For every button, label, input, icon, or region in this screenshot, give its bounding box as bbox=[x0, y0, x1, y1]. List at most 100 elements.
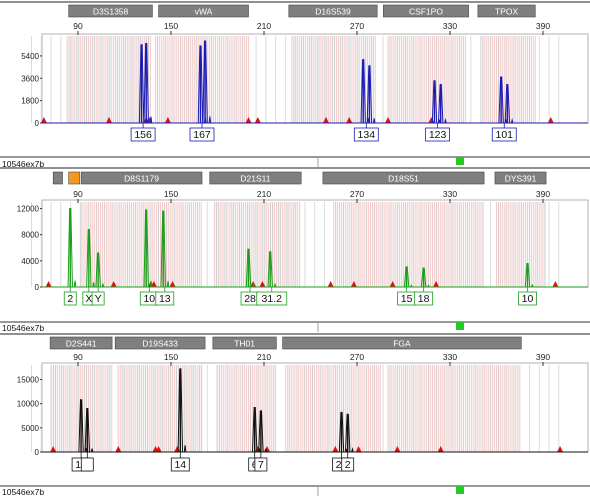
locus-label: D16S539 bbox=[315, 7, 351, 17]
allele-call[interactable] bbox=[80, 452, 94, 472]
locus-marker[interactable] bbox=[477, 4, 536, 18]
allele-call-box[interactable] bbox=[254, 457, 268, 472]
allele-call-label: 123 bbox=[429, 129, 447, 141]
allele-bins bbox=[31, 36, 560, 123]
allele-call[interactable]: 31.2 bbox=[256, 287, 288, 306]
y-tick-label: 5000 bbox=[21, 424, 39, 433]
trace bbox=[42, 208, 588, 288]
size-marker-triangle bbox=[389, 281, 396, 287]
allele-call-label: 10 bbox=[522, 293, 534, 305]
allele-call[interactable]: 10 bbox=[518, 287, 537, 306]
allele-call-box[interactable] bbox=[80, 457, 94, 472]
locus-label: DYS391 bbox=[505, 174, 537, 184]
allele-call-box[interactable] bbox=[189, 127, 215, 142]
allele-call[interactable]: Y bbox=[91, 287, 105, 306]
size-marker-triangle bbox=[433, 281, 440, 287]
allele-call[interactable]: 15 bbox=[397, 287, 417, 306]
allele-call[interactable]: 28 bbox=[240, 287, 260, 306]
allele-call[interactable]: 7 bbox=[254, 452, 268, 472]
locus-label: vWA bbox=[195, 7, 213, 17]
panel-1: 90 150 210 270 330 390 D3S1358 vWA D16S539 CSF1PO… bbox=[0, 1, 590, 169]
size-marker-triangle bbox=[346, 117, 353, 123]
x-tick-label: 90 bbox=[73, 21, 83, 31]
allele-call-box[interactable] bbox=[425, 127, 451, 142]
allele-call[interactable]: 18 bbox=[414, 287, 434, 306]
size-marker-triangle bbox=[350, 281, 357, 287]
x-tick-label: 390 bbox=[536, 352, 550, 362]
allele-call-box[interactable] bbox=[518, 291, 537, 306]
x-tick-label: 270 bbox=[350, 189, 364, 199]
locus-marker[interactable] bbox=[209, 171, 302, 185]
allele-call-box[interactable] bbox=[491, 127, 517, 142]
allele-call-box[interactable] bbox=[414, 291, 434, 306]
allele-call[interactable]: 13 bbox=[155, 287, 175, 306]
y-tick-label: 4000 bbox=[21, 257, 39, 266]
size-marker-triangle bbox=[385, 117, 391, 123]
locus-marker[interactable] bbox=[68, 4, 153, 18]
allele-call[interactable]: 156 bbox=[130, 123, 156, 142]
locus-marker[interactable] bbox=[114, 336, 206, 350]
sample-name: 10546ex7b bbox=[2, 159, 44, 169]
locus-marker[interactable] bbox=[282, 336, 522, 350]
locus-marker[interactable] bbox=[494, 171, 547, 185]
x-tick-label: 90 bbox=[73, 189, 83, 199]
x-tick-label: 330 bbox=[443, 189, 457, 199]
allele-call[interactable]: 14 bbox=[170, 452, 190, 472]
allele-call[interactable]: 134 bbox=[353, 123, 379, 142]
allele-call-label: 101 bbox=[495, 129, 513, 141]
locus-label: FGA bbox=[393, 339, 411, 349]
allele-call-box[interactable] bbox=[63, 291, 77, 306]
signal-trace bbox=[42, 40, 588, 124]
allele-call[interactable]: 2 bbox=[63, 287, 77, 306]
locus-marker[interactable] bbox=[49, 336, 113, 350]
size-marker-triangle bbox=[428, 117, 435, 123]
size-marker-triangle bbox=[50, 446, 57, 452]
allele-call[interactable]: 101 bbox=[491, 123, 517, 142]
allele-call-label: 2 bbox=[67, 293, 73, 305]
allele-call-label: 18 bbox=[418, 293, 430, 305]
allele-call-box[interactable] bbox=[341, 457, 355, 472]
x-tick-label: 210 bbox=[257, 352, 271, 362]
locus-marker[interactable] bbox=[158, 4, 249, 18]
allele-call-box[interactable] bbox=[91, 291, 105, 306]
locus-label: D3S1358 bbox=[93, 7, 129, 17]
allele-call-label: 10 bbox=[143, 293, 155, 305]
allele-call-label: 134 bbox=[358, 129, 376, 141]
y-tick-label: 0 bbox=[35, 283, 40, 292]
allele-call-label: 15 bbox=[401, 293, 413, 305]
allele-call-box[interactable] bbox=[353, 127, 379, 142]
allele-call-label: 31.2 bbox=[262, 293, 283, 305]
size-marker-triangle bbox=[164, 117, 171, 123]
size-marker-triangle bbox=[40, 117, 47, 123]
x-tick-label: 330 bbox=[443, 352, 457, 362]
allele-call-box[interactable] bbox=[170, 457, 190, 472]
size-marker-triangle bbox=[557, 446, 564, 452]
allele-call[interactable]: 167 bbox=[189, 123, 215, 142]
y-tick-label: 10000 bbox=[17, 400, 40, 409]
allele-call-label: 2 bbox=[345, 459, 351, 471]
allele-call-label: 7 bbox=[258, 459, 264, 471]
size-marker-triangle bbox=[45, 281, 52, 287]
locus-marker[interactable] bbox=[383, 4, 469, 18]
locus-label: CSF1PO bbox=[409, 7, 443, 17]
allele-call-label: 167 bbox=[193, 129, 211, 141]
allele-call[interactable]: 123 bbox=[425, 123, 451, 142]
size-marker-triangle bbox=[254, 117, 261, 123]
locus-marker[interactable] bbox=[52, 171, 63, 185]
locus-marker[interactable] bbox=[212, 336, 277, 350]
x-tick-label: 150 bbox=[164, 21, 178, 31]
allele-call-box[interactable] bbox=[256, 291, 288, 306]
locus-marker[interactable] bbox=[68, 171, 80, 185]
allele-call[interactable]: 2 bbox=[341, 452, 355, 472]
trace bbox=[42, 40, 588, 124]
allele-bins bbox=[31, 365, 560, 452]
size-marker-triangle bbox=[355, 446, 362, 452]
locus-marker[interactable] bbox=[80, 171, 203, 185]
x-tick-label: 270 bbox=[350, 352, 364, 362]
allele-call-box[interactable] bbox=[130, 127, 156, 142]
size-marker-triangle bbox=[110, 281, 117, 287]
allele-call-box[interactable] bbox=[155, 291, 175, 306]
locus-marker[interactable] bbox=[288, 4, 378, 18]
locus-marker[interactable] bbox=[322, 171, 485, 185]
